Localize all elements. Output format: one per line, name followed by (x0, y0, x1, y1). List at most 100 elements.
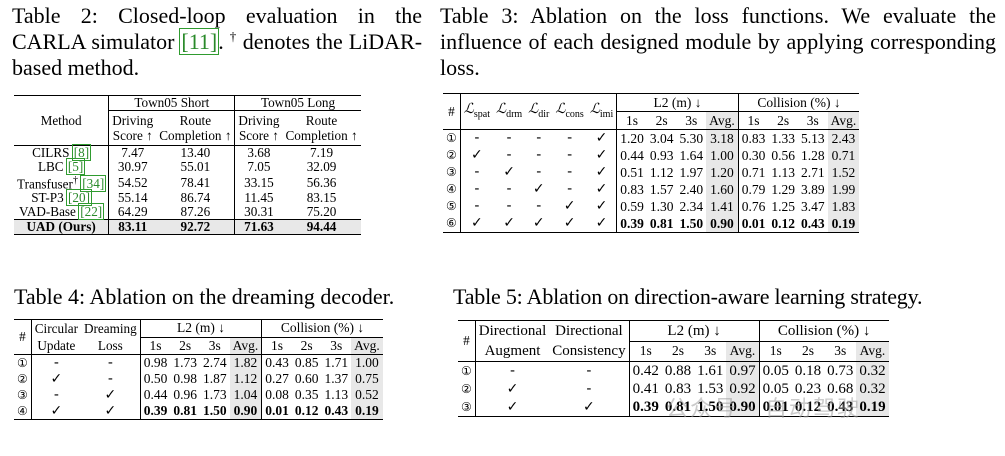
l2-value: 0.44 (620, 148, 644, 163)
collision-value: 0.60 (294, 371, 319, 386)
sub-header: Avg. (229, 337, 263, 355)
l2-value: 1.50 (202, 403, 227, 418)
l2-value: 5.30 (679, 131, 704, 146)
table-row: LBC [5] 30.97 55.01 7.05 32.09 (14, 158, 361, 175)
citation-link[interactable]: [20] (66, 189, 92, 207)
table-row: ② ✓ -0.50 0.98 1.87 1.12 0.27 0.60 1.37 0.75 (14, 371, 383, 387)
value-cell: 13.40 (156, 145, 236, 160)
collision-value: 3.89 (801, 182, 825, 197)
value-cell: 55.01 (156, 160, 236, 174)
l2-value: 0.50 (143, 371, 168, 386)
check-mark: ✓ (586, 164, 618, 181)
citation-link[interactable]: [11] (179, 28, 220, 55)
l2-value: 1.30 (649, 199, 674, 214)
table2: Method Town05 Short Town05 Long Driving S… (14, 95, 361, 235)
l2-value: 0.98 (173, 371, 197, 386)
l2-value: 2.34 (679, 199, 704, 214)
table-row: ④ ✓ ✓ 0.39 0.81 1.50 0.90 0.01 0.12 0.43 0.19 (14, 403, 383, 420)
collision-value: 0.35 (294, 387, 319, 402)
table2-caption: Table 2: Closed-loop evaluation in the C… (12, 3, 423, 80)
l2-value: 1.73 (173, 355, 197, 370)
l2-value: 1.64 (679, 148, 704, 163)
value-cell: 30.31 (244, 204, 274, 220)
method-name: CILRS [8] (14, 144, 110, 161)
table-row: ⑥ ✓ ✓ ✓ ✓ ✓ 0.39 0.81 1.50 0.90 0.01 0.12 0.43 0.19 (443, 215, 860, 233)
l2-value: 0.39 (143, 403, 168, 418)
sub-header: 1s (149, 337, 162, 353)
collision-value: 1.28 (801, 148, 825, 163)
value-cell: 32.09 (306, 159, 337, 174)
check-mark: ✓ (549, 398, 630, 417)
l2-value: 0.97 (726, 361, 760, 380)
check-mark: ✓ (586, 198, 618, 215)
sub-header: Avg. (351, 337, 383, 355)
citation-link[interactable]: [5] (65, 158, 86, 175)
collision-value: 0.01 (762, 399, 789, 415)
dash-mark: - (536, 130, 542, 146)
collision-value: 0.68 (827, 381, 854, 397)
method-name: Transfuser† [34] (14, 174, 110, 193)
collision-value: 0.43 (265, 355, 289, 370)
collision-value: 0.30 (741, 148, 766, 163)
sub-header: 2s (777, 113, 790, 128)
value-cell: 87.26 (156, 205, 236, 220)
check-mark: ✓ (586, 129, 618, 147)
collision-value: 0.12 (771, 216, 795, 231)
citation-link[interactable]: [22] (78, 203, 105, 221)
collision-value: 0.43 (324, 403, 349, 418)
collision-value: 0.52 (351, 387, 383, 403)
value-cell: 30.97 (117, 159, 148, 174)
table3-caption: Table 3: Ablation on the loss functions.… (440, 3, 996, 80)
sub-header: Avg. (726, 341, 760, 362)
l2-value: 1.57 (649, 182, 674, 197)
collision-value: 1.29 (771, 182, 795, 197)
dash-mark: - (53, 355, 59, 371)
sub-header: 2s (300, 337, 313, 353)
dash-mark: - (474, 198, 480, 214)
check-mark: ✓ (532, 215, 545, 231)
l2-value: 1.04 (229, 387, 263, 403)
dash-mark: - (474, 181, 480, 197)
table-row: ① - -0.42 0.88 1.61 0.97 0.05 0.18 0.73 0.32 (458, 361, 889, 380)
l2-value: 0.42 (632, 363, 659, 379)
check-mark: ✓ (532, 181, 545, 197)
l2-value: 3.04 (649, 131, 674, 146)
table-row: CILRS [8] 7.47 13.40 3.68 7.19 (14, 144, 361, 161)
sub-header: 3s (704, 343, 717, 359)
table-row: Transfuser† [34] 54.52 78.41 33.15 56.36 (14, 174, 361, 193)
citation-link[interactable]: [8] (71, 144, 92, 161)
method-name: UAD (Ours) (14, 219, 110, 235)
sub-header: 2s (179, 337, 192, 353)
dash-mark: - (536, 147, 542, 163)
value-cell: 71.63 (244, 219, 274, 235)
value-cell: 7.19 (310, 145, 334, 160)
table-row: ⑤ - - - ✓ ✓ 0.59 1.30 2.34 1.41 0.76 1.25 3.47 1.83 (443, 198, 860, 215)
citation-link[interactable]: [34] (80, 175, 107, 193)
l2-value: 0.59 (620, 199, 644, 214)
table-row: ③ ✓ ✓ 0.39 0.81 1.50 0.90 0.01 0.12 0.43 0.19 (458, 398, 889, 417)
value-cell: 78.41 (156, 174, 236, 192)
row-index: ③ (443, 164, 461, 181)
collision-value: 1.13 (771, 165, 795, 180)
row-index: ① (443, 129, 461, 147)
dash-mark: - (567, 147, 573, 163)
row-index: ⑤ (443, 198, 461, 215)
l2-value: 1.12 (649, 165, 674, 180)
check-mark: ✓ (50, 403, 63, 419)
table5-caption: Table 5: Ablation on direction-aware lea… (453, 284, 923, 309)
row-index: ② (443, 147, 461, 164)
collision-value: 2.43 (827, 129, 860, 147)
value-cell: 83.11 (118, 219, 148, 235)
collision-value: 1.99 (827, 181, 860, 198)
loss-header: ℒdrm (495, 100, 523, 120)
dash-mark: - (506, 130, 512, 146)
check-mark: ✓ (80, 403, 141, 420)
collision-value: 0.43 (827, 399, 854, 415)
value-cell: 7.05 (247, 159, 271, 174)
sub-header: 3s (834, 343, 847, 359)
l2-value: 1.87 (202, 371, 227, 386)
table5: # Directional Augment Directional Consiste… (458, 320, 889, 417)
check-mark: ✓ (503, 215, 515, 231)
value-cell: 92.72 (156, 219, 236, 235)
l2-value: 0.88 (664, 363, 692, 379)
